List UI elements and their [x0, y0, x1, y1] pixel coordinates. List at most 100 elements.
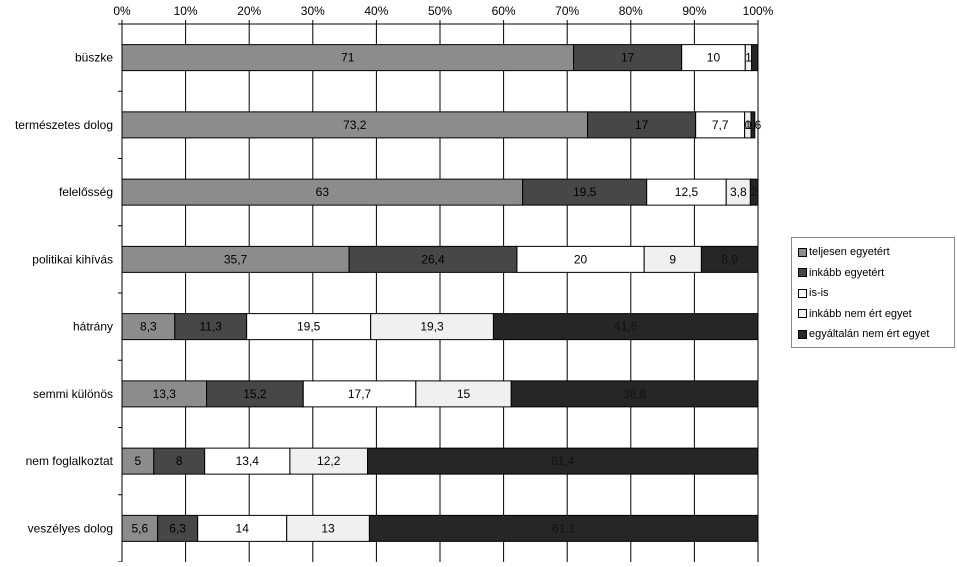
category-label: felelősség	[59, 185, 113, 199]
legend-label: egyáltalán nem ért egyet	[809, 328, 930, 341]
x-tick-label: 10%	[174, 4, 198, 18]
data-label: 35,7	[224, 252, 248, 266]
data-label: 41,6	[614, 320, 638, 334]
bar-segment	[492, 313, 759, 341]
category-label: büszke	[75, 51, 113, 65]
bar-segment	[366, 447, 759, 475]
data-label: 10	[707, 51, 721, 65]
data-label: 6,3	[169, 521, 186, 535]
bar-segment	[121, 380, 208, 408]
data-label: 5	[135, 454, 142, 468]
data-label: 19,3	[420, 320, 444, 334]
bar-segment	[302, 380, 417, 408]
data-label: 1	[744, 118, 751, 132]
data-label: 19,5	[573, 185, 597, 199]
bar-segment	[681, 44, 746, 72]
bar-segment	[121, 178, 524, 206]
bar-segment	[174, 313, 248, 341]
category-label: természetes dolog	[15, 118, 113, 132]
x-tick-label: 60%	[492, 4, 516, 18]
x-tick-label: 50%	[428, 4, 452, 18]
bar-segment	[157, 514, 199, 542]
x-tick-label: 0%	[113, 4, 131, 18]
legend-swatch	[798, 288, 807, 298]
legend-swatch	[798, 329, 807, 339]
category-label: veszélyes dolog	[28, 521, 113, 535]
bar-segment	[121, 44, 575, 72]
legend-item: egyáltalán nem ért egyet	[798, 324, 954, 345]
data-label: 12,2	[317, 454, 341, 468]
bar-segment	[289, 447, 368, 475]
data-label: 14	[236, 521, 250, 535]
x-tick-label: 30%	[301, 4, 325, 18]
legend-swatch	[798, 309, 807, 319]
bar-segment	[368, 514, 759, 542]
bar-segment	[587, 111, 697, 139]
data-label: 26,4	[421, 252, 445, 266]
data-label: 15,2	[243, 387, 267, 401]
bar-segment	[700, 245, 759, 273]
data-label: 5,6	[131, 521, 148, 535]
bar-segment	[516, 245, 645, 273]
x-tick-label: 80%	[619, 4, 643, 18]
data-label: 61,1	[552, 521, 576, 535]
legend-swatch	[798, 247, 807, 257]
data-label: 8,9	[721, 252, 738, 266]
legend-swatch	[798, 268, 807, 278]
bar-segment	[206, 380, 304, 408]
bar-segment	[370, 313, 494, 341]
data-label: 11,3	[199, 320, 222, 334]
bar-segment	[153, 447, 206, 475]
x-tick-label: 20%	[237, 4, 261, 18]
data-label: 20	[574, 252, 588, 266]
data-label: 9	[669, 252, 676, 266]
data-label: 61,4	[551, 454, 575, 468]
bar-segment	[573, 44, 683, 72]
category-label: hátrány	[73, 320, 113, 334]
legend-item: inkább egyetért	[798, 263, 954, 284]
bar-segment	[286, 514, 370, 542]
data-label: 17,7	[348, 387, 372, 401]
data-label: 15	[457, 387, 471, 401]
data-label: 17	[621, 51, 635, 65]
bar-segment	[510, 380, 759, 408]
data-label: 8,3	[140, 320, 157, 334]
x-tick-label: 100%	[743, 4, 774, 18]
data-label: 0,6	[745, 118, 762, 132]
data-label: 13,4	[236, 454, 260, 468]
data-label: 73,2	[343, 118, 367, 132]
data-label: 38,8	[623, 387, 647, 401]
legend-item: teljesen egyetért	[798, 242, 954, 263]
bar-segment	[204, 447, 291, 475]
data-label: 19,5	[297, 320, 321, 334]
bar-segment	[246, 313, 372, 341]
bar-segment	[121, 313, 176, 341]
legend-label: inkább nem ért egyet	[809, 307, 912, 320]
bar-segment	[646, 178, 727, 206]
legend-item: inkább nem ért egyet	[798, 304, 954, 325]
bar-segment	[121, 111, 589, 139]
bar-segment	[749, 178, 759, 206]
data-label: 12,5	[675, 185, 699, 199]
data-label: 1	[745, 51, 752, 65]
x-tick-label: 90%	[682, 4, 706, 18]
data-label: 2	[751, 185, 758, 199]
data-label: 13	[321, 521, 335, 535]
legend: teljesen egyetért inkább egyetért is-is …	[791, 237, 955, 348]
legend-item: is-is	[798, 283, 954, 304]
data-label: 3,8	[730, 185, 747, 199]
legend-label: is-is	[809, 287, 829, 300]
data-label: 8	[176, 454, 183, 468]
data-label: 63	[316, 185, 330, 199]
bar-segment	[415, 380, 512, 408]
bar-segment	[725, 178, 751, 206]
category-label: nem foglalkoztat	[26, 454, 114, 468]
bar-segment	[750, 111, 756, 139]
category-label: semmi különös	[33, 387, 113, 401]
bar-segment	[751, 44, 759, 72]
data-label: 7,7	[712, 118, 729, 132]
data-label: 17	[635, 118, 649, 132]
legend-label: teljesen egyetért	[809, 246, 890, 259]
